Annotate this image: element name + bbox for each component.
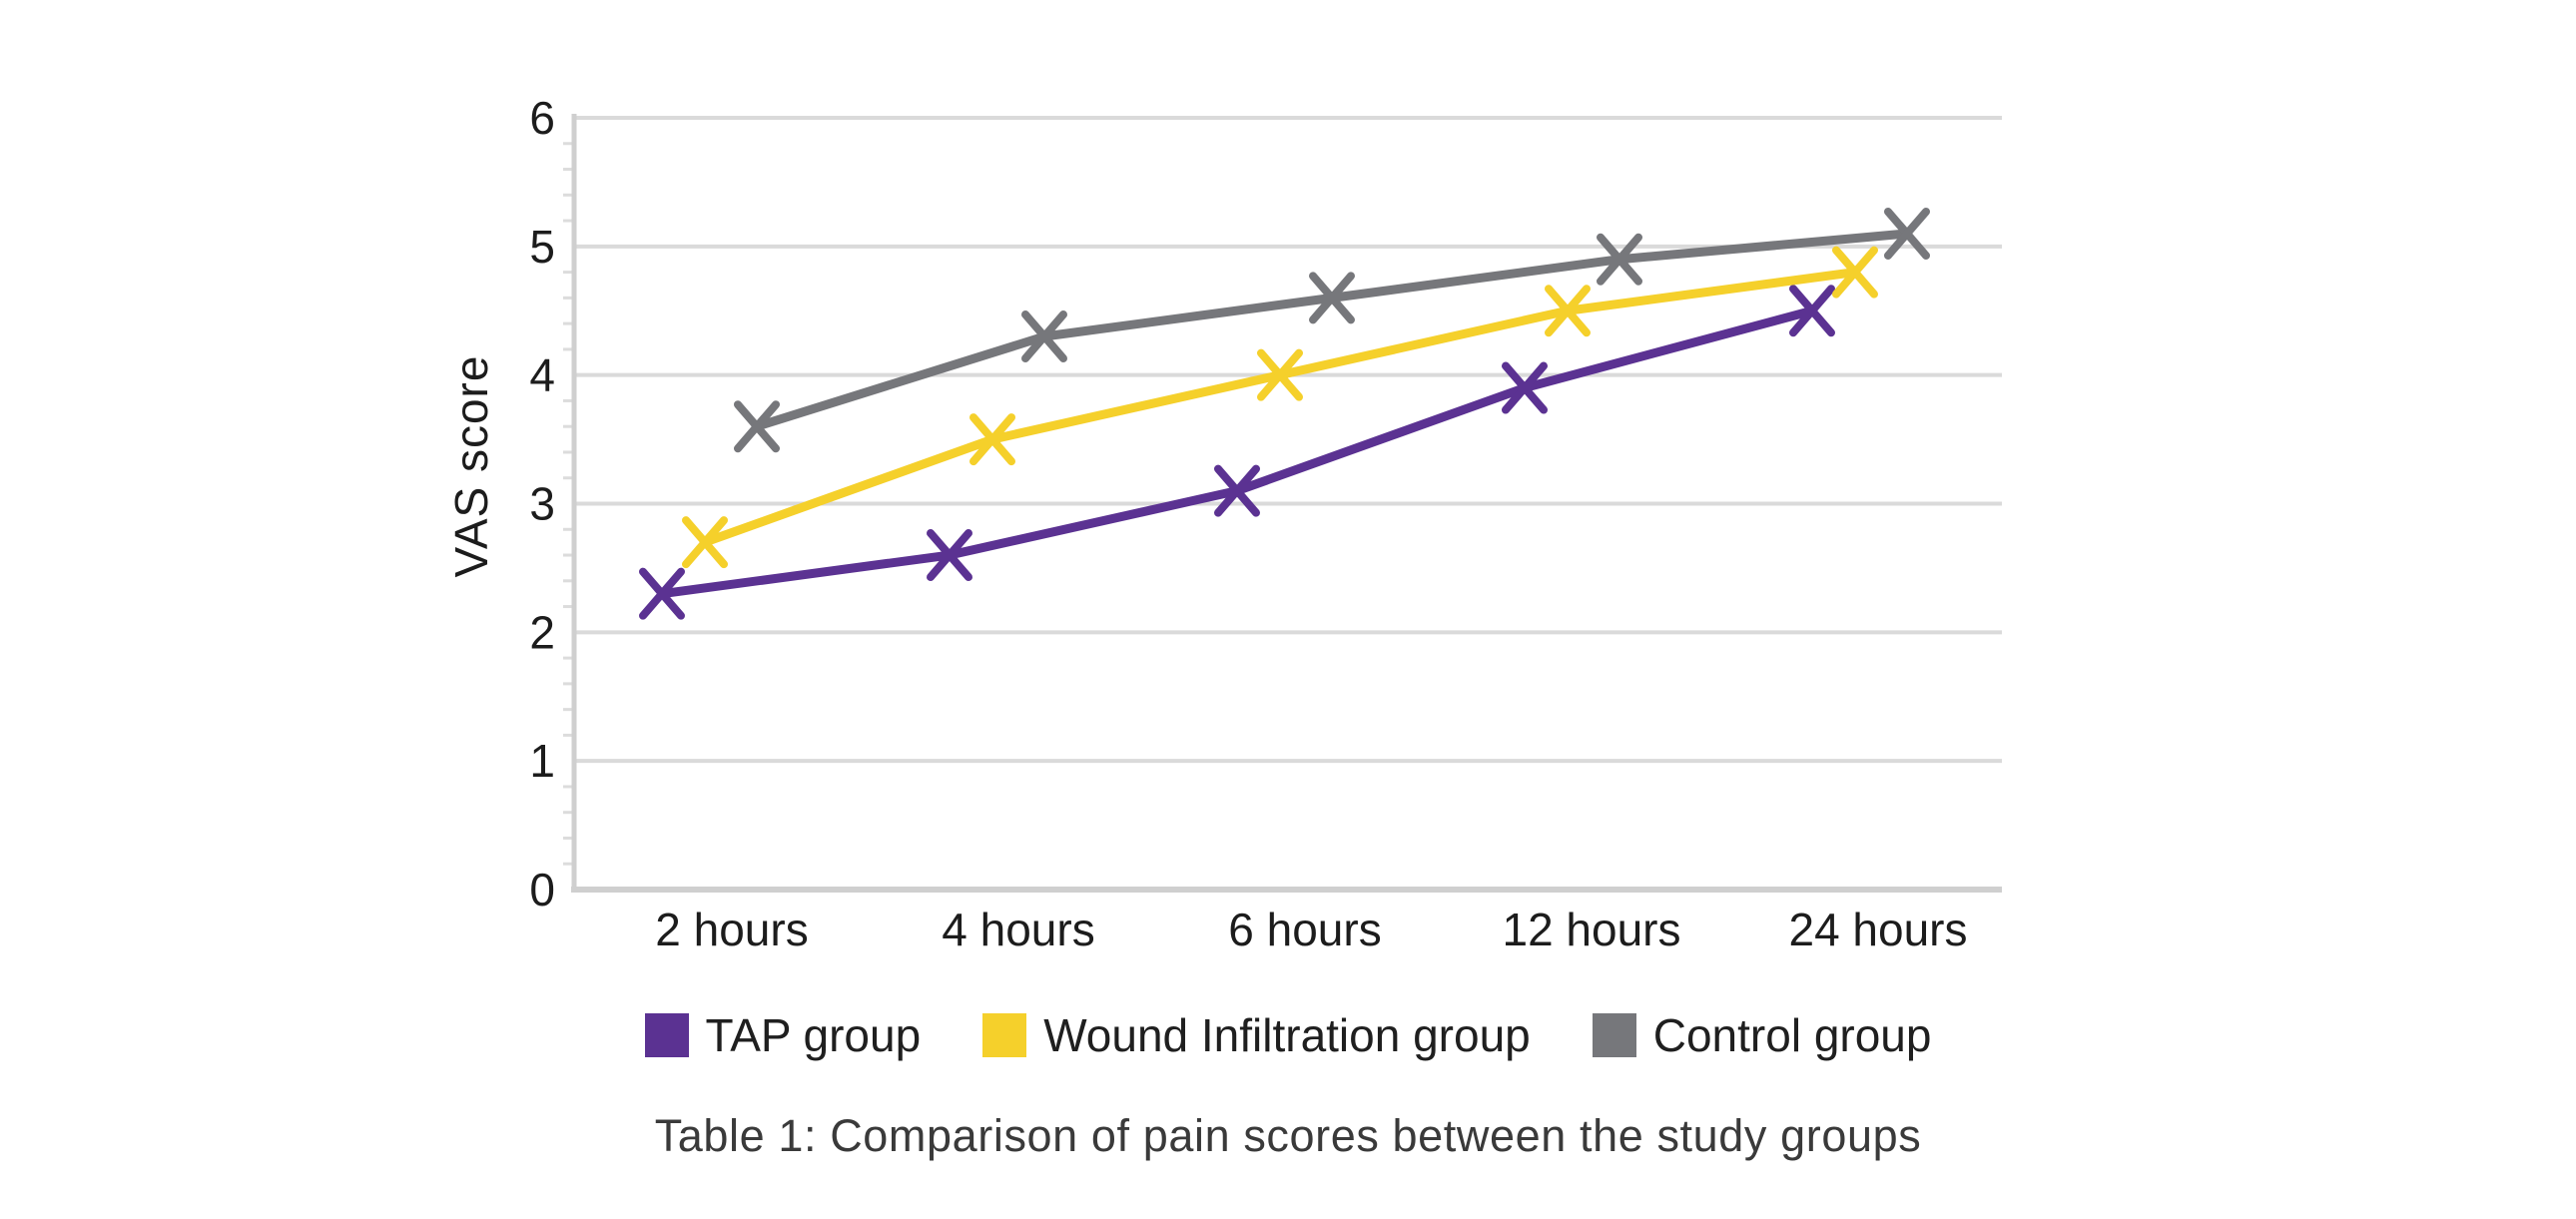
legend-label-control-group: Control group xyxy=(1652,1009,1932,1061)
marker-stroke xyxy=(1021,310,1067,363)
y-tick-label-6: 6 xyxy=(529,92,555,144)
legend-swatch-control-group xyxy=(1592,1013,1636,1057)
x-tick-label-4: 12 hours xyxy=(1502,904,1680,955)
y-tick-label-0: 0 xyxy=(529,864,555,915)
legend-label-wound-infiltration-group: Wound Infiltration group xyxy=(1043,1009,1531,1061)
legend-swatch-tap-group xyxy=(644,1013,689,1057)
chart-legend: TAP group Wound Infiltration group Control… xyxy=(0,1008,2576,1062)
marker-stroke xyxy=(1597,233,1642,286)
marker-x-control-group-2 xyxy=(1021,310,1067,363)
legend-item-tap-group: TAP group xyxy=(644,1008,922,1062)
marker-stroke xyxy=(1309,272,1355,324)
x-tick-label-2: 4 hours xyxy=(942,904,1094,955)
marker-x-tap-group-5 xyxy=(1789,285,1835,337)
y-tick-label-3: 3 xyxy=(529,478,555,530)
legend-label-tap-group: TAP group xyxy=(705,1009,922,1061)
marker-stroke xyxy=(1214,464,1260,517)
legend-item-wound-infiltration-group: Wound Infiltration group xyxy=(982,1008,1531,1062)
marker-x-wound-infiltration-group-3 xyxy=(1257,348,1303,401)
y-tick-labels: 6 5 4 3 2 1 0 xyxy=(529,92,555,915)
x-tick-label-1: 2 hours xyxy=(655,904,808,955)
marker-stroke xyxy=(1789,285,1835,337)
legend-swatch-wound-infiltration-group xyxy=(982,1013,1027,1057)
x-tick-label-5: 24 hours xyxy=(1788,904,1967,955)
marker-stroke xyxy=(1545,285,1591,337)
series-tap-group xyxy=(639,285,1835,620)
series-wound-infiltration-group xyxy=(682,246,1878,569)
legend-item-control-group: Control group xyxy=(1592,1008,1932,1062)
marker-x-wound-infiltration-group-2 xyxy=(969,413,1015,466)
marker-stroke xyxy=(1502,361,1548,414)
x-tick-label-3: 6 hours xyxy=(1228,904,1381,955)
y-tick-label-4: 4 xyxy=(529,349,555,401)
marker-x-wound-infiltration-group-4 xyxy=(1545,285,1591,337)
series-control-group xyxy=(734,207,1930,453)
marker-stroke xyxy=(969,413,1015,466)
y-tick-label-2: 2 xyxy=(529,606,555,658)
marker-stroke xyxy=(682,516,728,569)
marker-x-control-group-3 xyxy=(1309,272,1355,324)
chart-caption: Table 1: Comparison of pain scores betwe… xyxy=(654,1110,1922,1161)
marker-x-control-group-1 xyxy=(734,400,780,453)
y-axis-title: VAS score xyxy=(445,355,497,578)
marker-stroke xyxy=(1257,348,1303,401)
marker-stroke xyxy=(639,567,685,620)
marker-stroke xyxy=(734,400,780,453)
y-tick-label-5: 5 xyxy=(529,221,555,273)
marker-x-tap-group-4 xyxy=(1502,361,1548,414)
series-line-tap-group xyxy=(657,305,1817,599)
marker-stroke xyxy=(927,529,972,582)
marker-x-tap-group-1 xyxy=(639,567,685,620)
marker-x-control-group-4 xyxy=(1597,233,1642,286)
marker-stroke xyxy=(1884,207,1930,260)
gridlines xyxy=(574,116,2002,892)
marker-stroke xyxy=(1832,246,1878,299)
marker-x-control-group-5 xyxy=(1884,207,1930,260)
y-tick-label-1: 1 xyxy=(529,735,555,787)
marker-x-wound-infiltration-group-1 xyxy=(682,516,728,569)
marker-x-wound-infiltration-group-5 xyxy=(1832,246,1878,299)
marker-x-tap-group-2 xyxy=(927,529,972,582)
marker-x-tap-group-3 xyxy=(1214,464,1260,517)
x-tick-labels: 2 hours 4 hours 6 hours 12 hours 24 hours xyxy=(655,904,1967,955)
